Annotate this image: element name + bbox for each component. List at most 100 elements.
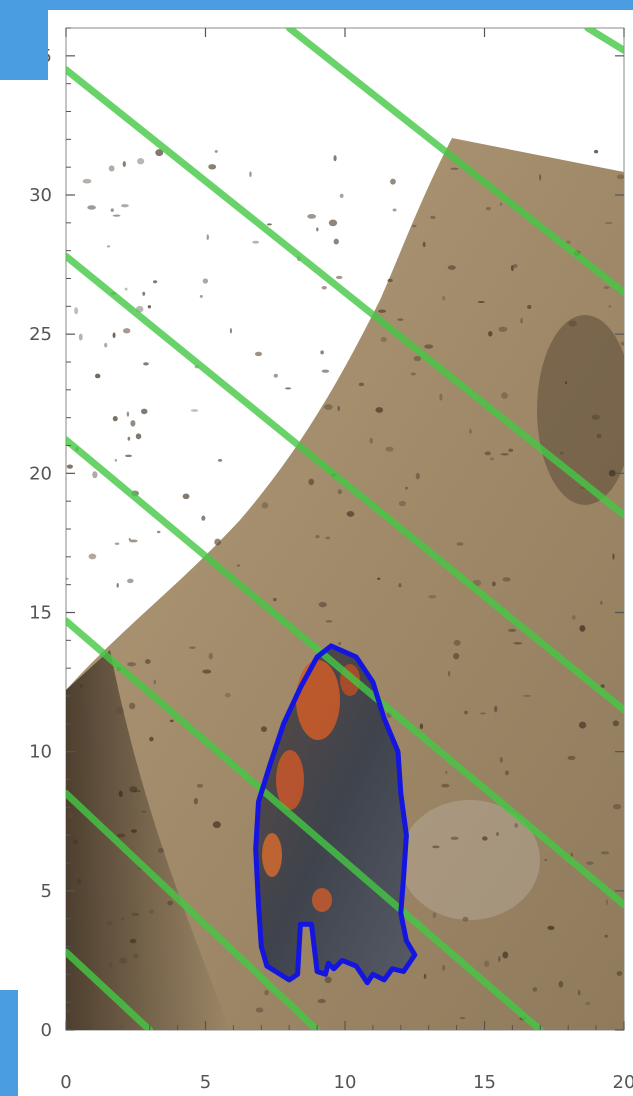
soil-speckle xyxy=(76,878,82,885)
soil-speckle xyxy=(316,227,319,232)
soil-speckle xyxy=(441,783,450,788)
soil-speckle xyxy=(114,458,118,462)
soil-light-patch xyxy=(400,800,540,920)
soil-speckle xyxy=(117,833,126,838)
soil-speckle xyxy=(346,511,355,517)
soil-speckle xyxy=(155,149,164,157)
soil-speckle xyxy=(182,493,190,500)
soil-speckle xyxy=(261,502,269,509)
soil-speckle xyxy=(202,669,212,674)
soil-speckle xyxy=(321,286,327,290)
soil-speckle xyxy=(612,803,622,810)
artifact xyxy=(255,645,415,983)
soil-speckle xyxy=(447,265,456,270)
soil-speckle xyxy=(442,296,446,301)
soil-speckle xyxy=(585,1002,591,1006)
soil-speckle xyxy=(104,342,108,348)
soil-speckle xyxy=(92,471,98,479)
soil-speckle xyxy=(144,659,151,664)
soil-speckle xyxy=(608,469,616,477)
soil-speckle xyxy=(193,797,198,805)
contour-lines xyxy=(66,28,624,1030)
soil-speckle xyxy=(68,812,74,819)
soil-speckle xyxy=(128,538,131,541)
soil-speckle xyxy=(616,174,624,180)
soil-speckle xyxy=(492,581,496,587)
soil-speckle xyxy=(153,679,156,685)
soil-speckle xyxy=(482,836,488,841)
soil-speckle xyxy=(447,670,451,677)
soil-speckle xyxy=(539,174,542,181)
soil-speckle xyxy=(189,646,196,650)
soil-speckle xyxy=(496,832,499,837)
soil-speckle xyxy=(522,694,532,697)
soil-speckle xyxy=(308,478,315,486)
soil-speckle xyxy=(273,373,279,378)
soil-speckle xyxy=(118,790,123,798)
soil-speckle xyxy=(167,900,173,906)
soil-speckle xyxy=(106,921,113,926)
y-tick-label: 30 xyxy=(29,185,52,206)
soil-speckle xyxy=(398,500,407,507)
soil-speckle xyxy=(410,372,416,376)
y-tick-label: 25 xyxy=(29,324,52,345)
soil-speckle xyxy=(501,392,508,399)
soil-speckle xyxy=(114,542,120,545)
soil-speckle xyxy=(201,515,206,521)
soil-speckle xyxy=(500,202,503,206)
soil-speckle xyxy=(169,719,174,723)
soil-speckle xyxy=(285,387,292,390)
soil-speckle xyxy=(115,707,124,714)
soil-speckle xyxy=(502,577,511,582)
soil-speckle xyxy=(264,989,269,996)
soil-speckle xyxy=(140,408,148,415)
soil-speckle xyxy=(498,326,508,332)
soil-speckle xyxy=(74,307,79,315)
soil-speckle xyxy=(148,909,154,914)
soil-speckle xyxy=(127,436,131,441)
soil-speckle xyxy=(453,639,461,646)
soil-speckle xyxy=(116,582,119,588)
soil-speckle xyxy=(513,642,523,645)
soil-speckle xyxy=(315,535,320,539)
soil-speckle xyxy=(88,553,97,560)
soil-speckle xyxy=(328,219,338,227)
soil-speckle xyxy=(510,264,514,272)
contour-line xyxy=(66,789,321,1030)
soil-speckle xyxy=(317,998,326,1004)
soil-speckle xyxy=(380,336,387,343)
soil-speckle xyxy=(131,912,140,917)
soil-speckle xyxy=(423,973,427,980)
soil-speckle xyxy=(392,208,397,212)
soil-speckle xyxy=(508,628,517,632)
soil-speckle xyxy=(568,320,577,327)
soil-speckle xyxy=(462,916,469,922)
soil-speckle xyxy=(405,486,408,490)
accent-block-top-left xyxy=(0,0,48,80)
soil-speckle xyxy=(214,538,221,546)
soil-speckle xyxy=(411,224,417,228)
soil-speckle xyxy=(527,304,532,310)
soil-speckle xyxy=(532,987,538,992)
soil-speckle xyxy=(558,980,564,988)
soil-speckle xyxy=(387,278,393,283)
soil-speckle xyxy=(484,451,492,456)
soil-speckle xyxy=(196,783,204,788)
soil-speckle xyxy=(600,600,603,605)
accent-block-bottom-left xyxy=(0,990,18,1096)
soil-speckle xyxy=(377,577,381,580)
soil-speckle xyxy=(142,291,146,296)
soil-speckle xyxy=(236,564,241,567)
soil-speckle xyxy=(603,286,610,290)
soil-speckle xyxy=(430,215,436,219)
x-tick-label: 10 xyxy=(334,1072,357,1093)
soil-speckle xyxy=(110,208,114,212)
soil-speckle xyxy=(337,405,340,412)
soil-speckle xyxy=(477,300,485,304)
soil-speckle xyxy=(445,770,448,774)
x-tick-label: 15 xyxy=(473,1072,496,1093)
soil-speckle xyxy=(486,206,491,211)
soil-speckle xyxy=(224,692,231,698)
soil-speckle xyxy=(217,458,223,462)
soil-speckle xyxy=(190,409,199,412)
